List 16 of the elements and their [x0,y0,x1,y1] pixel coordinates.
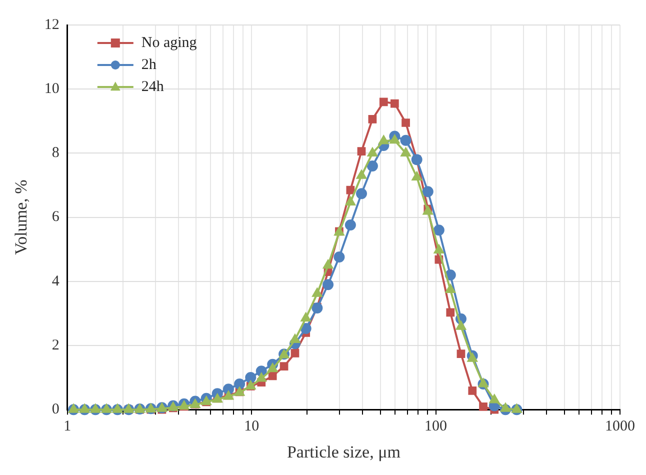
legend-label: No aging [141,34,198,51]
x-tick-label: 1 [64,418,72,435]
y-tick-label: 8 [52,145,60,162]
y-tick-label: 2 [52,337,60,354]
y-axis-title: Volume, % [12,180,31,255]
y-tick-label: 10 [44,81,60,98]
y-tick-label: 4 [52,273,60,290]
x-tick-label: 10 [244,418,260,435]
x-tick-label: 1000 [605,418,635,435]
x-tick-label: 100 [424,418,448,435]
legend-label: 2h [141,56,157,73]
y-tick-label: 6 [52,209,60,226]
legend-label: 24h [141,78,164,95]
y-tick-label: 12 [44,16,60,33]
y-tick-label: 0 [52,402,60,418]
x-axis-title: Particle size, μm [286,442,400,462]
